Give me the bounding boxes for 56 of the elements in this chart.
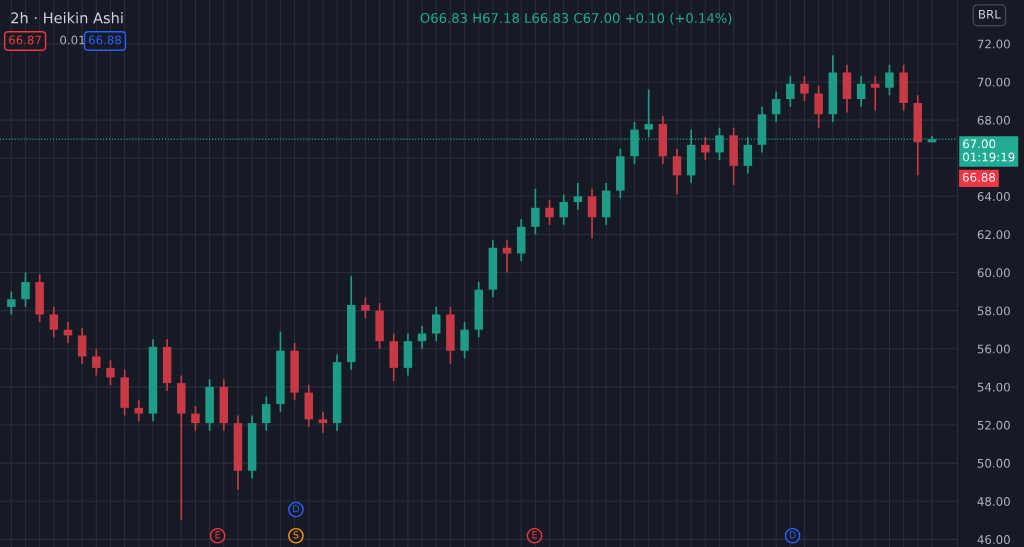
candlestick [814,84,823,129]
candlestick [21,271,30,308]
y-tick-label: 60.00 [977,268,1010,278]
y-tick-label: 68.00 [977,115,1010,125]
y-tick-label: 70.00 [977,77,1010,87]
annotation: D [293,505,300,513]
y-tick-label: 62.00 [977,230,1010,240]
candlestick [191,405,200,432]
candlestick [134,399,144,423]
annotation: E [532,531,537,539]
y-tick-label: 54.00 [977,382,1010,392]
candlestick [644,88,653,139]
ref-line-label: 67.00 01:19:19 [963,139,1015,162]
candlestick [318,410,328,434]
candlestick [361,296,370,320]
y-tick-label: 50.00 [977,458,1010,468]
candlestick [701,136,710,161]
y-tick-label: 52.00 [977,420,1010,430]
candlestick [49,306,59,339]
candlestick [672,147,682,196]
candlestick [573,182,583,211]
y-tick-label: 56.00 [977,344,1010,354]
text: 66.88 [962,172,996,182]
candlestick [545,199,554,226]
candlestick [786,75,795,108]
text: BRL [979,9,1001,19]
y-tick-label: 64.00 [977,192,1010,201]
annotation: S [293,531,299,539]
candlestick [885,63,894,97]
candlestick [715,126,724,161]
candlestick [587,187,597,240]
y-tick-label: 58.00 [977,306,1010,316]
text: 2h · Heikin Ashi [11,12,123,24]
annotation: D [789,531,796,539]
y-tick-label: 48.00 [977,496,1010,506]
candlestick [7,290,16,316]
candlestick [92,347,101,377]
candlestick [106,359,115,386]
candlestick [431,306,441,342]
annotation: E [215,531,221,539]
candlestick [559,193,568,226]
candlestick [531,187,540,236]
candlestick [871,75,880,112]
candlestick [743,136,753,175]
candlestick [460,321,469,360]
annotation: 66.87 [9,35,41,45]
y-tick-label: 72.00 [977,39,1010,49]
annotation: 66.88 [88,35,122,45]
candlestick [800,75,809,102]
annotation: 0.01 [60,35,85,45]
candlestick [856,75,866,108]
text: O66.83 H67.18 L66.83 C67.00 +0.10 (+0.14%) [420,12,732,25]
candlestick [77,326,87,365]
y-tick-label: 46.00 [977,535,1010,545]
candlestick [262,395,271,432]
candlestick [771,90,781,123]
